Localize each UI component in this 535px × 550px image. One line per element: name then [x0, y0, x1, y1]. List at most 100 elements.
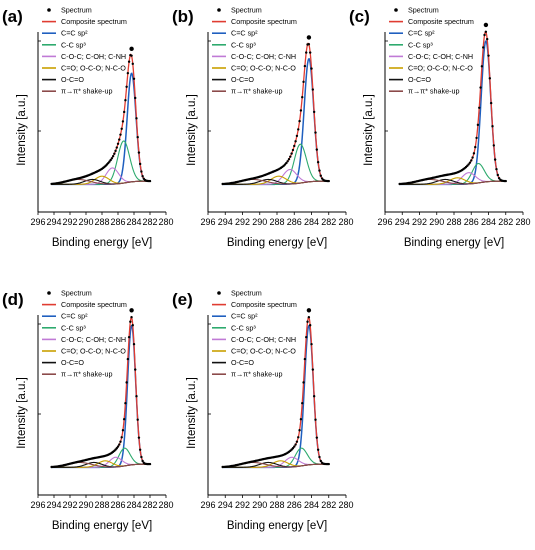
spectrum-point	[299, 109, 303, 112]
spectrum-point	[130, 54, 133, 57]
spectrum-point	[468, 161, 472, 164]
spectrum-point	[115, 146, 118, 149]
legend-label-o-c-eq-o: O-C=O	[231, 75, 254, 84]
x-tick-label: 286	[110, 217, 125, 227]
legend-label-o-c-eq-o: O-C=O	[408, 75, 431, 84]
spectrum-point	[305, 51, 308, 54]
legend-marker-spectrum	[47, 291, 51, 295]
series-c-c-sp3	[222, 143, 329, 185]
x-tick-label: 296	[30, 500, 45, 510]
spectrum-point	[134, 368, 137, 371]
spectrum-point	[314, 418, 317, 421]
spectrum-point	[121, 429, 125, 432]
spectrum-point	[129, 308, 134, 313]
spectrum-point	[119, 440, 122, 443]
spectrum-point	[482, 46, 485, 49]
legend-label-composite: Composite spectrum	[408, 17, 474, 26]
spectrum-point	[303, 64, 307, 68]
legend-marker-spectrum	[394, 8, 398, 12]
legend-label-c-c-sp3: C-C sp³	[61, 40, 86, 49]
spectrum-point	[127, 335, 131, 339]
x-tick-label: 290	[252, 217, 267, 227]
spectrum-point	[140, 170, 143, 173]
y-axis-title: Intensity [a.u.]	[186, 377, 198, 449]
spectrum-point	[471, 156, 474, 159]
legend-label-spectrum: Spectrum	[61, 289, 92, 298]
x-tick-label: 282	[321, 217, 336, 227]
spectrum-point	[301, 95, 304, 99]
spectrum-point	[298, 429, 301, 432]
spectrum-point	[132, 77, 136, 80]
spectrum-point	[497, 177, 501, 180]
spectrum-point	[297, 128, 300, 131]
legend-label-spectrum: Spectrum	[231, 6, 262, 15]
x-tick-label: 296	[200, 217, 215, 227]
x-tick-label: 292	[235, 217, 250, 227]
spectrum-point	[479, 86, 482, 89]
legend-label-o-c-eq-o: O-C=O	[61, 75, 84, 84]
x-axis-title: Binding energy [eV]	[404, 237, 504, 249]
panel-c: (c) 296 294 292 290 288 286 284 282 280 Binding en…	[349, 6, 531, 250]
spectrum-point	[483, 33, 486, 37]
x-tick-label: 286	[287, 217, 302, 227]
spectrum-point	[307, 316, 311, 319]
spectrum-point	[318, 169, 321, 172]
spectrum-point	[290, 152, 293, 155]
x-tick-label: 294	[46, 217, 61, 227]
x-tick-label: 288	[446, 217, 461, 227]
spectrum-point	[327, 462, 330, 466]
spectrum-point	[148, 462, 152, 466]
spectrum-point	[489, 101, 493, 105]
x-tick-label: 296	[200, 500, 215, 510]
spectrum-point	[115, 447, 118, 450]
panel-d: (d) 296 294 292 290 288 286 284 282 280 Binding en…	[2, 289, 174, 533]
legend-label-c-eq-o: C=O; O-C-O; N-C-O	[231, 64, 296, 73]
y-axis-title: Intensity [a.u.]	[363, 94, 375, 166]
spectrum-point	[318, 455, 321, 459]
legend-label-c-c-sp2: C=C sp²	[61, 312, 88, 321]
x-tick-label: 284	[126, 500, 141, 510]
spectrum-point	[474, 145, 477, 149]
spectrum-point	[319, 459, 322, 463]
legend-label-shake-up: π→π* shake-up	[231, 370, 282, 379]
x-tick-label: 290	[252, 500, 267, 510]
spectrum-point	[311, 368, 315, 371]
legend-label-o-c-eq-o: O-C=O	[61, 358, 84, 367]
spectrum-point	[114, 149, 117, 153]
spectrum-point	[294, 140, 297, 143]
spectrum-point	[120, 127, 123, 130]
spectrum-point	[141, 175, 144, 178]
x-tick-label: 288	[269, 217, 284, 227]
spectrum-point	[129, 320, 132, 323]
spectrum-point	[496, 173, 499, 177]
spectrum-point	[121, 120, 125, 123]
spectrum-point	[131, 324, 134, 327]
spectrum-point	[485, 37, 489, 41]
y-axis-title: Intensity [a.u.]	[186, 94, 198, 166]
spectrum-point	[327, 179, 330, 183]
spectrum-point	[495, 167, 498, 171]
spectrum-point	[295, 134, 299, 138]
legend-label-c-o-c: C-O-C; C-OH; C-NH	[61, 52, 126, 61]
spectrum-point	[122, 418, 126, 421]
spectrum-point	[138, 162, 142, 166]
legend-label-c-c-sp2: C=C sp²	[408, 29, 435, 38]
x-tick-label: 286	[287, 500, 302, 510]
x-tick-label: 288	[94, 500, 109, 510]
spectrum-point	[291, 148, 295, 152]
x-tick-label: 290	[78, 217, 93, 227]
legend-label-c-o-c: C-O-C; C-OH; C-NH	[231, 52, 296, 61]
x-tick-label: 292	[235, 500, 250, 510]
panel-label: (b)	[172, 7, 194, 26]
spectrum-point	[487, 54, 490, 57]
spectrum-point	[307, 43, 311, 46]
legend: Spectrum Composite spectrum C=C sp² C-C sp³…	[212, 6, 297, 96]
spectrum-point	[467, 163, 470, 166]
legend: Spectrum Composite spectrum C=C sp² C-C sp³…	[42, 289, 127, 379]
spectrum-point	[294, 443, 297, 446]
spectrum-point	[293, 445, 296, 448]
legend-label-shake-up: π→π* shake-up	[408, 87, 459, 96]
x-tick-label: 294	[218, 217, 233, 227]
legend-label-c-c-sp2: C=C sp²	[61, 29, 88, 38]
